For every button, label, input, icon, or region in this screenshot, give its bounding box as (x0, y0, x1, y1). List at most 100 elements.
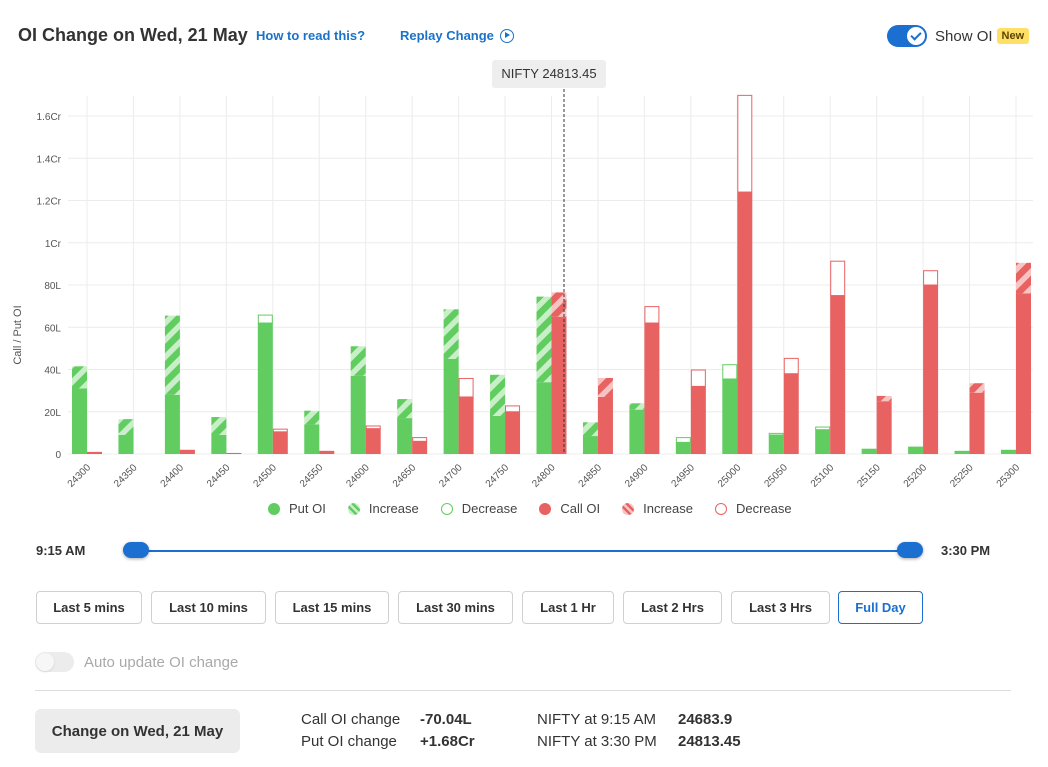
auto-update-toggle[interactable] (35, 652, 74, 672)
y-tick-label: 1.4Cr (37, 154, 62, 165)
x-tick-label: 24700 (437, 462, 465, 490)
put-oi-bar (815, 429, 831, 454)
call-oi-change-label: Call OI change (301, 711, 401, 728)
put-increase-bar (443, 309, 459, 359)
call-oi-bar (644, 323, 660, 454)
put-increase-bar (397, 399, 413, 419)
legend-call-decrease[interactable]: Decrease (714, 501, 792, 516)
put-increase-bar (304, 410, 320, 425)
how-to-read-link[interactable]: How to read this? (256, 28, 366, 43)
call-decrease-bar (690, 369, 706, 387)
call-decrease-bar (365, 425, 381, 430)
call-oi-bar (458, 396, 474, 454)
call-increase-bar (876, 395, 892, 402)
x-tick-label: 25050 (762, 462, 790, 490)
x-tick-label: 24750 (484, 462, 512, 490)
range-last-2-hrs-button[interactable]: Last 2 Hrs (623, 591, 722, 624)
nifty-end-value: 24813.45 (678, 733, 741, 750)
x-tick-label: 24800 (530, 462, 558, 490)
x-tick-label: 24400 (159, 462, 187, 490)
call-oi-bar (923, 285, 939, 454)
legend-call-increase[interactable]: Increase (622, 501, 693, 516)
range-last-10-mins-button[interactable]: Last 10 mins (151, 591, 266, 624)
range-full-day-button[interactable]: Full Day (838, 591, 923, 624)
range-last-1-hr-button[interactable]: Last 1 Hr (522, 591, 614, 624)
call-decrease-swatch (714, 502, 727, 515)
call-decrease-bar (923, 270, 939, 286)
x-tick-label: 25150 (855, 462, 883, 490)
slider-start-handle[interactable] (123, 542, 149, 558)
call-decrease-bar (783, 357, 799, 375)
y-tick-label: 0 (55, 450, 61, 461)
put-increase-swatch (347, 502, 360, 515)
put-oi-bar (350, 375, 366, 454)
new-badge: New (996, 28, 1030, 44)
y-tick-label: 80L (44, 281, 61, 292)
x-tick-label: 24300 (66, 462, 94, 490)
put-decrease-bar (768, 432, 784, 436)
y-tick-label: 1Cr (45, 239, 62, 250)
check-icon (907, 27, 925, 45)
call-oi-bar (969, 392, 985, 454)
call-oi-bar (690, 386, 706, 454)
put-oi-bar (257, 323, 273, 454)
x-tick-label: 24950 (670, 462, 698, 490)
show-oi-label: Show OI (935, 27, 993, 45)
call-decrease-bar (505, 405, 521, 413)
call-decrease-bar (644, 306, 660, 324)
legend-put-increase[interactable]: Increase (347, 501, 419, 516)
put-oi-bar (768, 434, 784, 454)
divider (35, 690, 1011, 691)
replay-change-link[interactable]: Replay Change (400, 28, 514, 43)
change-on-date-button[interactable]: Change on Wed, 21 May (35, 709, 240, 753)
range-last-15-mins-button[interactable]: Last 15 mins (275, 591, 389, 624)
put-oi-bar (675, 442, 691, 454)
put-oi-bar (536, 382, 552, 454)
call-increase-bar (969, 383, 985, 393)
y-tick-label: 40L (44, 366, 61, 377)
legend-label: Increase (643, 501, 693, 516)
call-decrease-bar (458, 377, 474, 398)
call-decrease-bar (272, 428, 288, 433)
spot-tooltip-label: NIFTY 24813.45 (501, 66, 596, 81)
x-tick-label: 24500 (251, 462, 279, 490)
y-tick-label: 60L (44, 323, 61, 334)
time-range-slider: 9:15 AM 3:30 PM (0, 537, 1048, 565)
call-oi-bar (505, 411, 521, 454)
x-tick-label: 24650 (391, 462, 419, 490)
put-oi-bar (164, 394, 180, 454)
x-tick-label: 25000 (716, 462, 744, 490)
put-increase-bar (536, 296, 552, 383)
call-oi-bar (179, 449, 195, 454)
put-increase-bar (490, 374, 506, 416)
range-last-3-hrs-button[interactable]: Last 3 Hrs (731, 591, 830, 624)
legend-call-oi[interactable]: Call OI (539, 501, 600, 516)
legend-put-oi[interactable]: Put OI (268, 501, 326, 516)
slider-track[interactable] (136, 550, 910, 552)
y-tick-label: 20L (44, 408, 61, 419)
legend-put-decrease[interactable]: Decrease (440, 501, 517, 516)
call-oi-bar (365, 428, 381, 454)
slider-end-handle[interactable] (897, 542, 923, 558)
nifty-start-value: 24683.9 (678, 711, 733, 728)
y-axis-ticks: 0 20L 40L 60L 80L 1Cr 1.2Cr 1.4Cr 1.6Cr (37, 112, 62, 461)
oi-change-chart: 0 20L 40L 60L 80L 1Cr 1.2Cr 1.4Cr 1.6Cr Call / P… (12, 60, 1033, 490)
put-decrease-bar (257, 314, 273, 324)
call-oi-bar (319, 450, 335, 454)
put-increase-bar (350, 346, 366, 376)
put-oi-bar (397, 418, 413, 454)
call-oi-bar (876, 401, 892, 454)
range-last-30-mins-button[interactable]: Last 30 mins (398, 591, 513, 624)
legend-label: Increase (368, 501, 419, 516)
call-oi-swatch (539, 502, 552, 515)
range-last-5-mins-button[interactable]: Last 5 mins (36, 591, 142, 624)
put-oi-bar (908, 446, 924, 454)
call-increase-bar (551, 292, 567, 317)
call-increase-bar (1016, 262, 1031, 294)
show-oi-toggle[interactable] (887, 25, 927, 47)
put-decrease-bar (675, 437, 691, 443)
x-tick-label: 24550 (298, 462, 326, 490)
play-circle-icon (499, 28, 514, 43)
call-oi-bar (226, 452, 242, 454)
put-increase-bar (629, 403, 645, 410)
